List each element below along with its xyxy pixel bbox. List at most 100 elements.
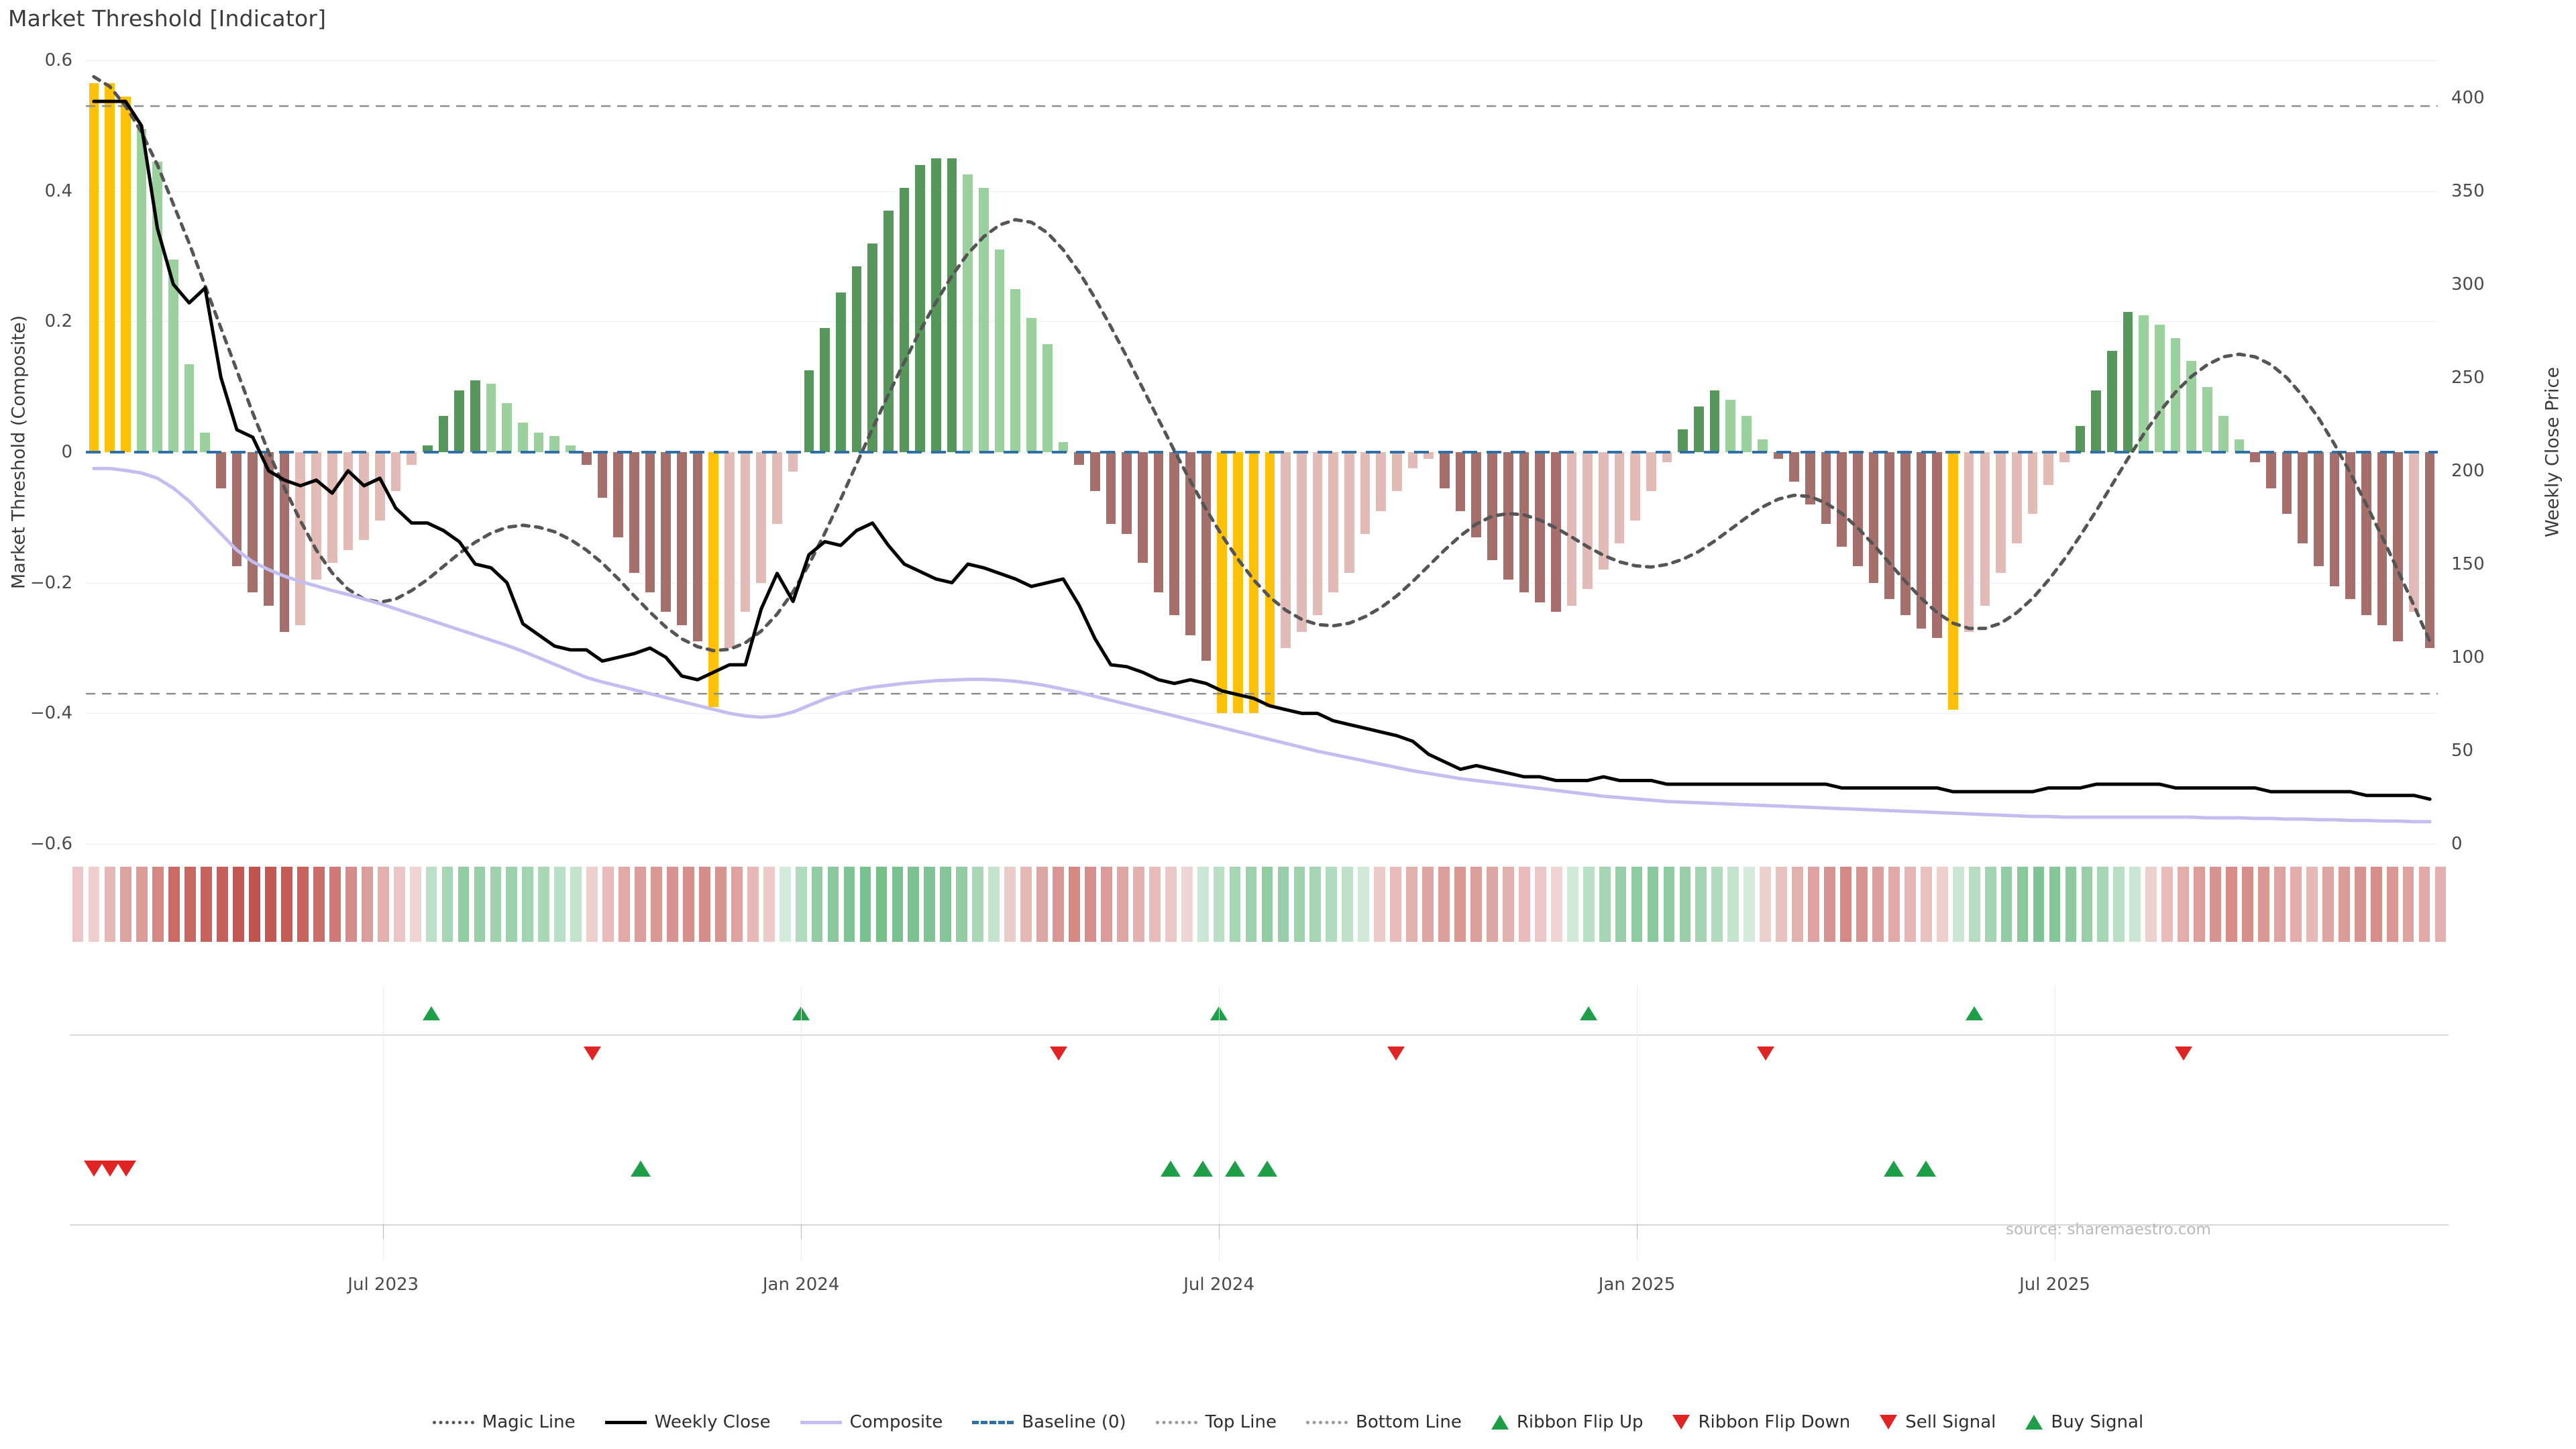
histogram-bar [533, 432, 544, 452]
histogram-bar [1169, 452, 1180, 616]
histogram-bar [2027, 452, 2038, 515]
ribbon-cell [1406, 867, 1417, 942]
legend-item-composite[interactable]: Composite [800, 1412, 943, 1432]
ribbon-cell [811, 867, 823, 942]
legend-item-bottom-line[interactable]: Bottom Line [1306, 1412, 1462, 1432]
histogram-bar [1932, 452, 1943, 639]
chart-legend: Magic Line Weekly Close Composite Baseline … [0, 1412, 2576, 1432]
histogram-bar [2139, 315, 2149, 452]
histogram-bar [1106, 452, 1116, 525]
ribbon-cell [136, 867, 148, 942]
histogram-bar [200, 432, 210, 452]
histogram-bar [1137, 452, 1148, 564]
histogram-bar [2170, 337, 2181, 452]
ribbon-cell [554, 867, 566, 942]
ribbon-cell [1454, 867, 1466, 942]
ribbon-cell [602, 867, 614, 942]
ribbon-cell [763, 867, 775, 942]
ribbon-cell [2370, 867, 2382, 942]
histogram-bar [708, 452, 719, 707]
ribbon-heatmap-panel [70, 864, 2449, 943]
ribbon-cell [1422, 867, 1434, 942]
ribbon-cell [908, 867, 920, 942]
ribbon-cell [104, 867, 116, 942]
ribbon-cell [2081, 867, 2093, 942]
histogram-bar [2091, 390, 2101, 452]
buy-signal-marker [1256, 1161, 1277, 1177]
histogram-bar [216, 452, 226, 488]
legend-item-weekly-close[interactable]: Weekly Close [604, 1412, 771, 1432]
ribbon-cell [425, 867, 437, 942]
histogram-bar [1265, 452, 1275, 707]
ribbon-cell [2418, 867, 2430, 942]
histogram-bar [89, 83, 99, 452]
ribbon-cell [972, 867, 984, 942]
legend-label: Ribbon Flip Up [1516, 1412, 1644, 1432]
x-axis-tickmark [1637, 1224, 1638, 1239]
ribbon-flip-down-marker [1049, 1046, 1067, 1061]
histogram-bar [788, 452, 798, 472]
ribbon-cell [297, 867, 309, 942]
flip-axis-line [70, 1034, 2449, 1036]
histogram-bar [994, 250, 1005, 452]
ribbon-cell [1342, 867, 1354, 942]
page-title: Market Threshold [Indicator] [8, 5, 327, 32]
ribbon-cell [1808, 867, 1819, 942]
ribbon-cell [1518, 867, 1530, 942]
buy-signal-marker [1884, 1161, 1904, 1177]
legend-item-magic-line[interactable]: Magic Line [432, 1412, 576, 1432]
histogram-bar [2075, 426, 2086, 452]
ribbon-cell [586, 867, 598, 942]
histogram-bar [2234, 439, 2245, 452]
ribbon-cell [2258, 867, 2269, 942]
histogram-bar [2345, 452, 2356, 599]
histogram-bar [438, 416, 449, 452]
legend-item-buy-signal[interactable]: Buy Signal [2025, 1412, 2143, 1432]
ribbon-cell [956, 867, 968, 942]
histogram-bar [486, 383, 496, 452]
ribbon-cell [892, 867, 904, 942]
histogram-bar [1853, 452, 1863, 567]
ribbon-cell [635, 867, 646, 942]
ribbon-cell [120, 867, 132, 942]
ribbon-cell [1116, 867, 1128, 942]
triangle-down-icon [1880, 1415, 1898, 1430]
legend-item-sell-signal[interactable]: Sell Signal [1880, 1412, 1996, 1432]
legend-item-baseline-0[interactable]: Baseline (0) [972, 1412, 1126, 1432]
legend-label: Sell Signal [1905, 1412, 1996, 1432]
line-swatch-icon [1306, 1420, 1348, 1424]
gridline-0.6 [86, 60, 2438, 61]
histogram-bar [470, 380, 480, 452]
histogram-bar [1487, 452, 1497, 560]
ribbon-cell [988, 867, 1000, 942]
histogram-bar [1757, 439, 1768, 452]
ribbon-cell [88, 867, 100, 942]
ribbon-cell [329, 867, 341, 942]
ribbon-cell [1663, 867, 1675, 942]
histogram-bar [835, 292, 846, 452]
y-axis-right-tick: 150 [2451, 553, 2485, 574]
ribbon-cell [1132, 867, 1144, 942]
ribbon-cell [795, 867, 807, 942]
histogram-bar [1042, 344, 1053, 452]
legend-item-ribbon-flip-up[interactable]: Ribbon Flip Up [1491, 1412, 1644, 1432]
ribbon-cell [490, 867, 502, 942]
ribbon-cell [1487, 867, 1498, 942]
histogram-bar [1678, 429, 1688, 452]
histogram-bar [136, 129, 147, 452]
legend-item-top-line[interactable]: Top Line [1155, 1412, 1277, 1432]
ribbon-cell [1390, 867, 1402, 942]
ribbon-cell [201, 867, 213, 942]
histogram-bar [1582, 452, 1593, 590]
ribbon-flip-down-marker [1756, 1046, 1774, 1061]
ribbon-cell [1711, 867, 1723, 942]
ribbon-cell [2290, 867, 2302, 942]
histogram-bar [502, 403, 513, 452]
histogram-bar [359, 452, 369, 541]
composite-line [92, 466, 2432, 824]
ribbon-cell [1631, 867, 1643, 942]
ribbon-cell [2129, 867, 2141, 942]
legend-item-ribbon-flip-down[interactable]: Ribbon Flip Down [1672, 1412, 1850, 1432]
gridline--0.6 [86, 844, 2438, 845]
ribbon-cell [1245, 867, 1257, 942]
